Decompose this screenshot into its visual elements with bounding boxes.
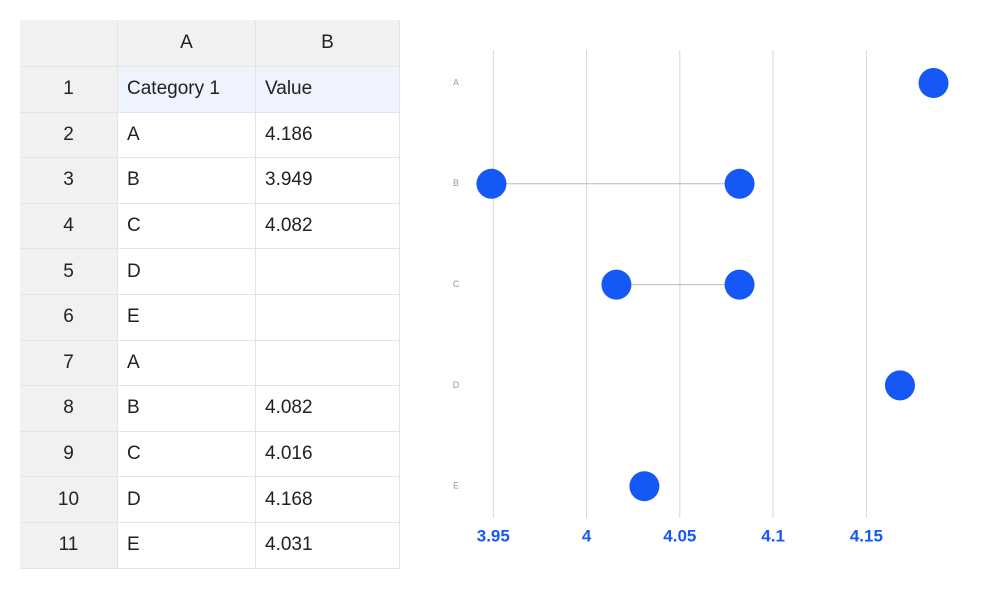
cell[interactable]: 4.031 [256, 523, 400, 569]
row-header[interactable]: 1 [20, 67, 118, 113]
row-header[interactable]: 7 [20, 340, 118, 387]
cell[interactable]: A [118, 340, 256, 387]
row-header[interactable]: 4 [20, 203, 118, 250]
cell[interactable]: 4.016 [256, 431, 400, 478]
cell[interactable]: 4.082 [256, 203, 400, 250]
cell[interactable] [256, 249, 400, 295]
cell[interactable]: C [118, 431, 256, 478]
row-header[interactable]: 10 [20, 477, 118, 523]
row-header[interactable]: 6 [20, 295, 118, 341]
y-tick-label: E [453, 481, 459, 491]
row-header[interactable]: 8 [20, 386, 118, 432]
dot [724, 269, 755, 300]
column-header[interactable]: B [256, 20, 400, 67]
dot [629, 471, 660, 502]
cell[interactable]: D [118, 477, 256, 523]
cell[interactable]: C [118, 203, 256, 250]
chart: 3.95 4 4.05 4.1 4.15 A B C D E [453, 50, 949, 545]
cell[interactable]: E [118, 523, 256, 569]
dot [601, 269, 632, 300]
cell[interactable]: 4.186 [256, 112, 400, 159]
x-tick-label: 4.05 [663, 526, 696, 545]
dot [724, 168, 755, 199]
y-tick-label: A [453, 77, 459, 87]
cell[interactable]: A [118, 112, 256, 159]
cell[interactable]: E [118, 295, 256, 341]
corner [20, 20, 118, 67]
row-header[interactable]: 3 [20, 158, 118, 204]
y-tick-label: D [453, 380, 460, 390]
spreadsheet: A B 1 Category 1 Value 2 A 4.186 3 B 3.949 4 C 4.082 5… [20, 20, 400, 569]
x-tick-label: 4.1 [761, 526, 785, 545]
dot [476, 168, 507, 199]
cell[interactable]: B [118, 158, 256, 204]
cell[interactable]: B [118, 386, 256, 432]
row-header[interactable]: 11 [20, 523, 118, 569]
x-tick-label: 4.15 [850, 526, 883, 545]
cell[interactable]: 4.082 [256, 386, 400, 432]
cell[interactable] [256, 340, 400, 387]
cell[interactable]: Value [256, 67, 400, 113]
row-header[interactable]: 9 [20, 431, 118, 478]
row-header[interactable]: 2 [20, 112, 118, 159]
x-tick-label: 3.95 [477, 526, 510, 545]
cell[interactable]: D [118, 249, 256, 295]
cell[interactable]: Category 1 [118, 67, 256, 113]
y-tick-label: C [453, 279, 460, 289]
cell[interactable] [256, 295, 400, 341]
dot [918, 68, 949, 98]
x-tick-label: 4 [582, 526, 592, 545]
row-header[interactable]: 5 [20, 249, 118, 295]
y-tick-label: B [453, 178, 459, 188]
dot [884, 370, 915, 401]
column-header[interactable]: A [118, 20, 256, 67]
cell[interactable]: 3.949 [256, 158, 400, 204]
cell[interactable]: 4.168 [256, 477, 400, 523]
